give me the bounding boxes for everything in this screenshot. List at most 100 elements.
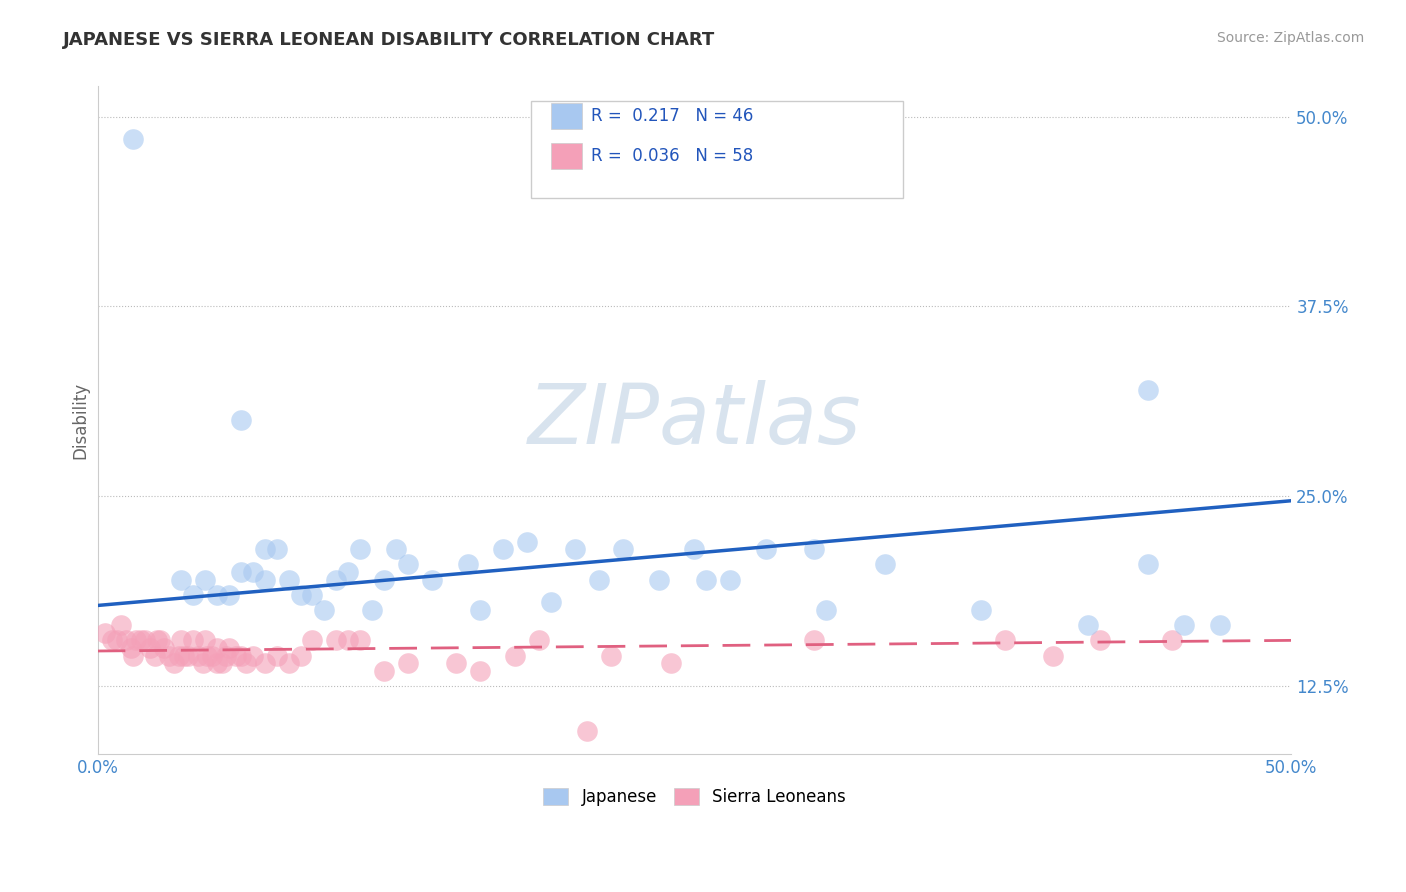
- Point: [177, 648, 200, 663]
- Point: [516, 534, 538, 549]
- Point: [218, 588, 240, 602]
- Text: JAPANESE VS SIERRA LEONEAN DISABILITY CORRELATION CHART: JAPANESE VS SIERRA LEONEAN DISABILITY CO…: [63, 31, 716, 49]
- Point: [205, 656, 228, 670]
- Point: [201, 648, 224, 663]
- Point: [1077, 618, 1099, 632]
- Point: [253, 573, 276, 587]
- Point: [373, 573, 395, 587]
- Point: [755, 542, 778, 557]
- Y-axis label: Disability: Disability: [72, 382, 89, 458]
- Point: [205, 588, 228, 602]
- Point: [181, 588, 204, 602]
- Point: [803, 542, 825, 557]
- Text: R =  0.036   N = 58: R = 0.036 N = 58: [591, 147, 752, 165]
- Point: [444, 656, 467, 670]
- Point: [143, 648, 166, 663]
- Point: [290, 648, 312, 663]
- Point: [110, 618, 132, 632]
- Point: [1042, 648, 1064, 663]
- Point: [277, 573, 299, 587]
- Point: [396, 656, 419, 670]
- Point: [803, 633, 825, 648]
- Point: [457, 558, 479, 572]
- Point: [194, 573, 217, 587]
- Point: [134, 633, 156, 648]
- Point: [659, 656, 682, 670]
- Point: [301, 588, 323, 602]
- Point: [194, 633, 217, 648]
- Point: [253, 656, 276, 670]
- Text: Source: ZipAtlas.com: Source: ZipAtlas.com: [1216, 31, 1364, 45]
- Point: [122, 132, 145, 146]
- Point: [349, 542, 371, 557]
- Point: [225, 648, 247, 663]
- Point: [242, 648, 264, 663]
- Point: [468, 664, 491, 678]
- Point: [612, 542, 634, 557]
- Point: [361, 603, 384, 617]
- Point: [218, 640, 240, 655]
- Point: [242, 565, 264, 579]
- Point: [170, 573, 193, 587]
- Point: [373, 664, 395, 678]
- Point: [235, 656, 257, 670]
- Point: [588, 573, 610, 587]
- Point: [125, 633, 148, 648]
- Point: [122, 648, 145, 663]
- Point: [229, 413, 252, 427]
- Point: [529, 633, 551, 648]
- Point: [420, 573, 443, 587]
- Point: [101, 633, 124, 648]
- Point: [683, 542, 706, 557]
- Point: [875, 558, 897, 572]
- Point: [1161, 633, 1184, 648]
- Point: [129, 633, 152, 648]
- Point: [277, 656, 299, 670]
- Legend: Japanese, Sierra Leoneans: Japanese, Sierra Leoneans: [537, 781, 852, 813]
- Point: [576, 724, 599, 739]
- Point: [396, 558, 419, 572]
- Point: [253, 542, 276, 557]
- Point: [314, 603, 336, 617]
- Point: [266, 542, 288, 557]
- Point: [1137, 383, 1160, 397]
- Point: [205, 640, 228, 655]
- Point: [505, 648, 527, 663]
- Point: [215, 648, 238, 663]
- Point: [970, 603, 993, 617]
- Point: [349, 633, 371, 648]
- Point: [301, 633, 323, 648]
- Point: [146, 633, 169, 648]
- Point: [337, 565, 360, 579]
- Point: [211, 656, 233, 670]
- Point: [197, 648, 219, 663]
- Point: [1090, 633, 1112, 648]
- Point: [695, 573, 717, 587]
- Point: [157, 648, 180, 663]
- Point: [718, 573, 741, 587]
- Point: [325, 633, 347, 648]
- Point: [325, 573, 347, 587]
- Point: [814, 603, 837, 617]
- Point: [599, 648, 621, 663]
- Point: [139, 640, 162, 655]
- Point: [93, 625, 115, 640]
- Point: [1173, 618, 1195, 632]
- Point: [181, 633, 204, 648]
- Point: [564, 542, 586, 557]
- Point: [1209, 618, 1232, 632]
- Point: [647, 573, 669, 587]
- Text: R =  0.217   N = 46: R = 0.217 N = 46: [591, 107, 752, 125]
- Point: [191, 656, 214, 670]
- Point: [290, 588, 312, 602]
- Text: ZIPatlas: ZIPatlas: [527, 380, 862, 461]
- Point: [540, 595, 562, 609]
- Point: [994, 633, 1017, 648]
- Point: [120, 640, 142, 655]
- Point: [173, 648, 195, 663]
- Point: [492, 542, 515, 557]
- Point: [149, 633, 172, 648]
- Point: [468, 603, 491, 617]
- Point: [167, 648, 190, 663]
- Point: [385, 542, 408, 557]
